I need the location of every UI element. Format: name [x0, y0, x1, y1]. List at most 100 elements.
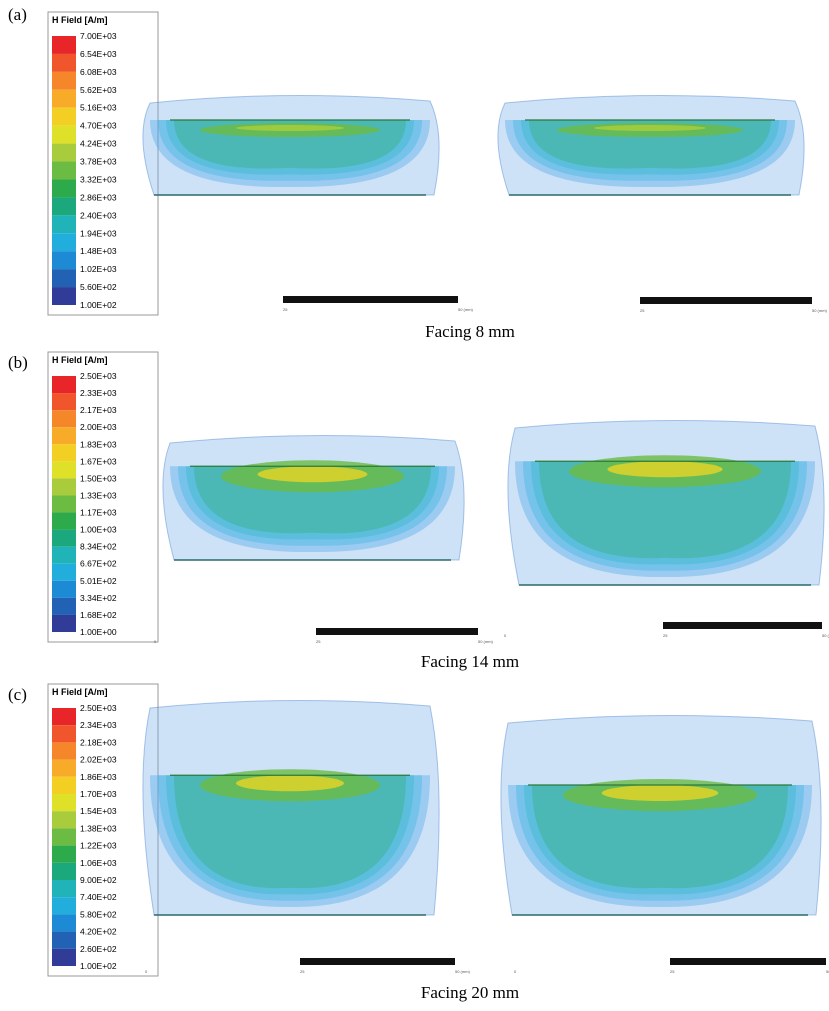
legend-label: 1.94E+03 [80, 228, 117, 238]
legend-swatch [52, 742, 76, 759]
legend-swatch [52, 36, 76, 54]
legend-label: 5.62E+03 [80, 85, 117, 95]
legend-swatch [52, 914, 76, 931]
legend-label: 7.40E+02 [80, 892, 117, 902]
scale-label: 50 (mm) [458, 307, 474, 312]
legend-swatch [52, 932, 76, 949]
legend-swatch [52, 708, 76, 725]
legend-swatch [52, 126, 76, 144]
scale-label: 25 [663, 633, 668, 638]
legend-label: 2.02E+03 [80, 755, 117, 765]
legend-swatch [52, 144, 76, 162]
scale-label: 0 [504, 633, 507, 638]
scale-label: 25 [670, 969, 675, 974]
legend-swatch [52, 90, 76, 108]
legend-swatch [52, 376, 76, 393]
legend-swatch [52, 444, 76, 461]
legend-label: 1.33E+03 [80, 490, 117, 500]
legend-swatch [52, 547, 76, 564]
legend-label: 5.80E+02 [80, 909, 117, 919]
legend-label: 4.70E+03 [80, 121, 117, 131]
field-image [508, 420, 824, 585]
legend-label: 1.22E+03 [80, 841, 117, 851]
legend-label: 1.00E+00 [80, 627, 117, 637]
legend-label: 2.00E+03 [80, 422, 117, 432]
scale-label: 25 [640, 308, 645, 313]
legend-swatch [52, 949, 76, 966]
legend-swatch [52, 233, 76, 251]
hot-core [236, 775, 344, 791]
legend-swatch [52, 581, 76, 598]
scale-label: 50 (mm) [478, 639, 494, 644]
legend-label: 1.83E+03 [80, 439, 117, 449]
scale-bar [300, 958, 455, 965]
legend-swatch [52, 269, 76, 287]
figure: (a)H Field [A/m]7.00E+036.54E+036.08E+03… [0, 0, 829, 1011]
legend-label: 8.34E+02 [80, 542, 117, 552]
legend-swatch [52, 828, 76, 845]
legend-swatch [52, 530, 76, 547]
legend-swatch [52, 197, 76, 215]
scale-bar [316, 628, 478, 635]
legend-label: 4.24E+03 [80, 139, 117, 149]
legend-label: 9.00E+02 [80, 875, 117, 885]
legend-swatch [52, 179, 76, 197]
legend-label: 1.06E+03 [80, 858, 117, 868]
legend-label: 1.17E+03 [80, 508, 117, 518]
panel-label: (c) [8, 685, 27, 704]
legend-title: H Field [A/m] [52, 355, 108, 365]
legend-label: 2.18E+03 [80, 737, 117, 747]
legend-swatch [52, 108, 76, 126]
legend-label: 1.38E+03 [80, 823, 117, 833]
legend-title: H Field [A/m] [52, 15, 108, 25]
scale-label: 25 [283, 307, 288, 312]
legend-label: 2.50E+03 [80, 371, 117, 381]
legend-swatch [52, 251, 76, 269]
legend-label: 1.67E+03 [80, 456, 117, 466]
legend-swatch [52, 54, 76, 72]
legend-swatch [52, 72, 76, 90]
scale-bar [670, 958, 826, 965]
legend-label: 1.70E+03 [80, 789, 117, 799]
scale-label: 25 [316, 639, 321, 644]
legend-swatch [52, 215, 76, 233]
legend-label: 5.16E+03 [80, 103, 117, 113]
legend-label: 5.01E+02 [80, 576, 117, 586]
legend-label: 1.00E+03 [80, 525, 117, 535]
legend-swatch [52, 393, 76, 410]
legend-swatch [52, 760, 76, 777]
field-image [143, 700, 439, 915]
scale-label: 0 [514, 969, 517, 974]
legend-label: 6.54E+03 [80, 49, 117, 59]
legend-swatch [52, 427, 76, 444]
caption: Facing 14 mm [421, 652, 519, 671]
legend-swatch [52, 598, 76, 615]
legend-label: 1.54E+03 [80, 806, 117, 816]
legend-label: 1.68E+02 [80, 610, 117, 620]
scale-label: 50 (mm) [822, 633, 829, 638]
legend-label: 2.86E+03 [80, 192, 117, 202]
hot-core [607, 461, 722, 477]
field-image [501, 715, 821, 915]
legend-label: 2.17E+03 [80, 405, 117, 415]
legend-swatch [52, 794, 76, 811]
caption: Facing 20 mm [421, 983, 519, 1002]
panel-label: (b) [8, 353, 28, 372]
legend-label: 3.78E+03 [80, 157, 117, 167]
legend-swatch [52, 615, 76, 632]
panel-label: (a) [8, 5, 27, 24]
legend-label: 1.86E+03 [80, 772, 117, 782]
legend-label: 1.00E+02 [80, 961, 117, 971]
scale-label: 50 (mm) [812, 308, 828, 313]
legend-swatch [52, 564, 76, 581]
legend-label: 2.34E+03 [80, 720, 117, 730]
hot-core [236, 125, 344, 131]
hot-core [602, 785, 719, 801]
field-image [163, 435, 464, 560]
legend-label: 2.50E+03 [80, 703, 117, 713]
caption: Facing 8 mm [425, 322, 515, 341]
legend-swatch [52, 846, 76, 863]
legend-swatch [52, 725, 76, 742]
legend-swatch [52, 461, 76, 478]
hot-core [258, 466, 368, 482]
